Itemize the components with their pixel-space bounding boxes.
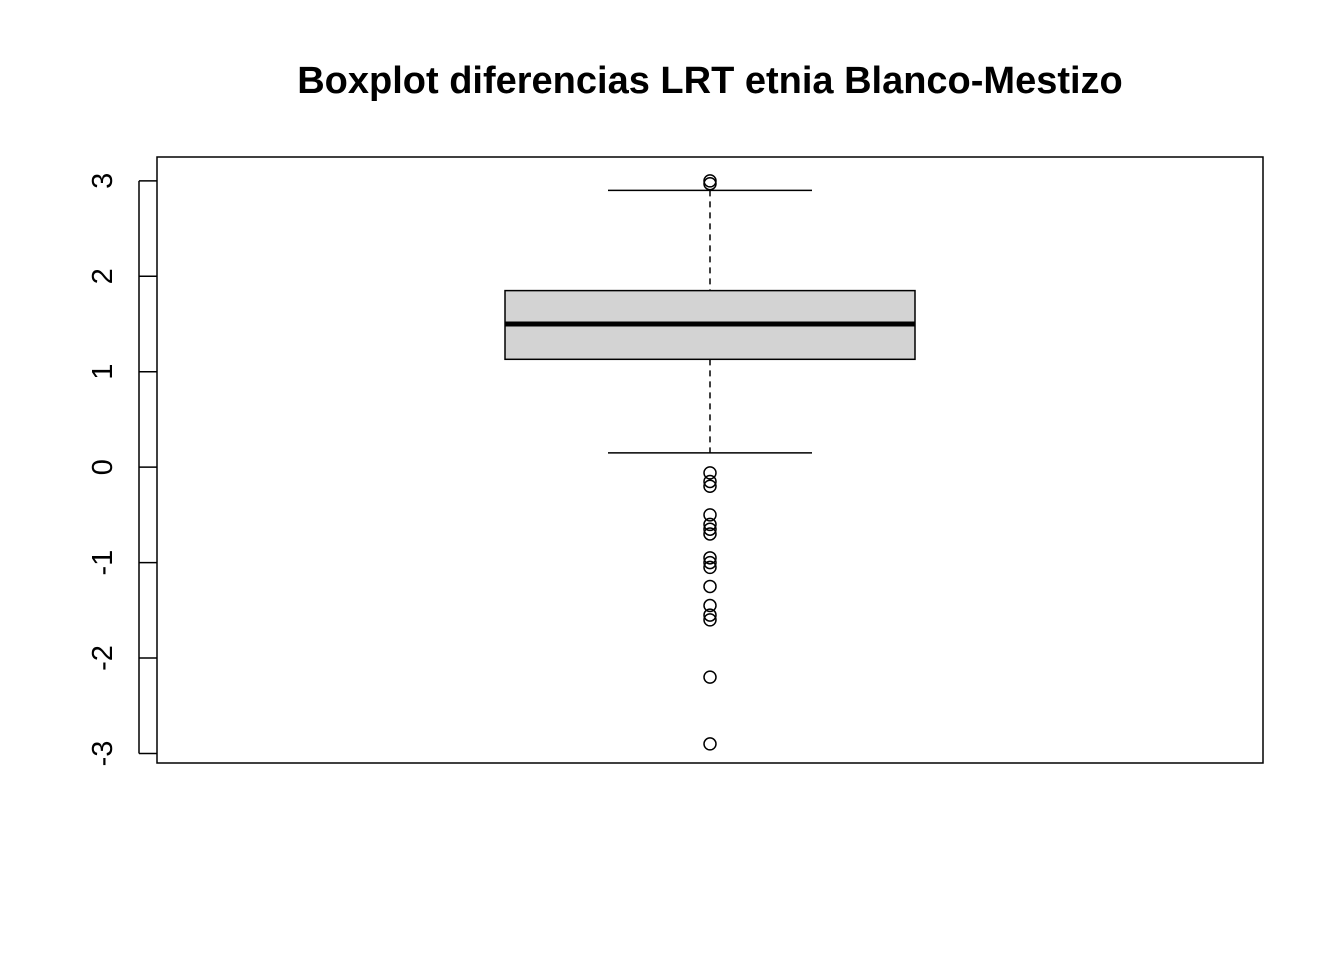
outlier-point-3 <box>703 474 717 489</box>
chart-title: Boxplot diferencias LRT etnia Blanco-Mes… <box>297 60 1123 102</box>
outlier-point-1 <box>703 176 717 191</box>
outlier-point-2 <box>703 466 717 480</box>
box-group <box>504 189 916 454</box>
y-tick-label-3: 0 <box>87 459 119 475</box>
outlier-point-11 <box>703 560 717 575</box>
plot-frame <box>156 156 1264 764</box>
outlier-point-4 <box>703 479 717 493</box>
outlier-point-12 <box>703 579 717 594</box>
y-tick-label-0: -3 <box>87 741 119 767</box>
outlier-point-13 <box>703 598 717 613</box>
outlier-point-5 <box>703 508 717 522</box>
y-tick-label-4: 1 <box>87 364 119 380</box>
outlier-point-7 <box>703 522 717 536</box>
outlier-point-17 <box>703 737 717 751</box>
outlier-point-9 <box>703 551 717 565</box>
y-tick-label-5: 2 <box>87 268 119 284</box>
y-tick-label-2: -1 <box>87 550 119 576</box>
y-axis: -3 -2 -1 0 1 2 3 <box>87 173 157 767</box>
y-tick-label-1: -2 <box>87 645 119 671</box>
outlier-point-10 <box>703 555 717 570</box>
outlier-point-14 <box>703 608 717 622</box>
outlier-point-0 <box>703 174 717 188</box>
outlier-point-15 <box>703 613 717 627</box>
y-tick-label-6: 3 <box>87 173 119 189</box>
outlier-point-16 <box>703 670 717 684</box>
outlier-point-8 <box>703 527 717 541</box>
outlier-point-6 <box>703 517 717 532</box>
outlier-group <box>703 174 717 751</box>
